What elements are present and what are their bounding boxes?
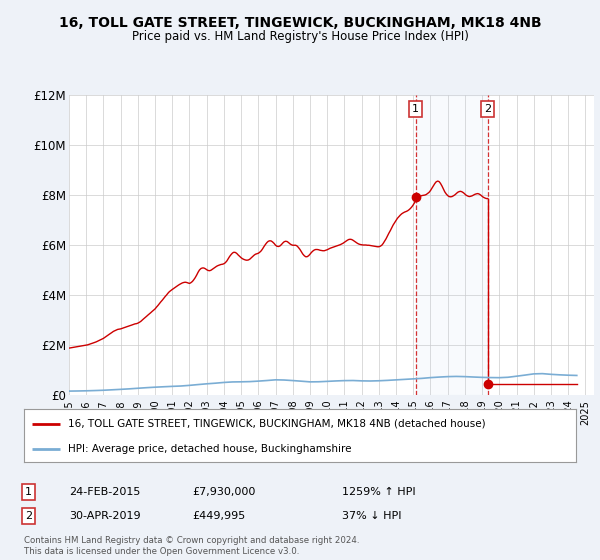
Text: £449,995: £449,995: [192, 511, 245, 521]
Text: 1259% ↑ HPI: 1259% ↑ HPI: [342, 487, 416, 497]
Text: 30-APR-2019: 30-APR-2019: [69, 511, 140, 521]
Text: 2: 2: [25, 511, 32, 521]
Bar: [415, 95, 488, 395]
Text: 1: 1: [25, 487, 32, 497]
Text: 16, TOLL GATE STREET, TINGEWICK, BUCKINGHAM, MK18 4NB (detached house): 16, TOLL GATE STREET, TINGEWICK, BUCKING…: [68, 419, 486, 429]
Text: 37% ↓ HPI: 37% ↓ HPI: [342, 511, 401, 521]
Text: Price paid vs. HM Land Registry's House Price Index (HPI): Price paid vs. HM Land Registry's House …: [131, 30, 469, 43]
Text: 16, TOLL GATE STREET, TINGEWICK, BUCKINGHAM, MK18 4NB: 16, TOLL GATE STREET, TINGEWICK, BUCKING…: [59, 16, 541, 30]
Text: 24-FEB-2015: 24-FEB-2015: [69, 487, 140, 497]
Text: Contains HM Land Registry data © Crown copyright and database right 2024.
This d: Contains HM Land Registry data © Crown c…: [24, 536, 359, 556]
Text: £7,930,000: £7,930,000: [192, 487, 256, 497]
Text: 1: 1: [412, 104, 419, 114]
Text: HPI: Average price, detached house, Buckinghamshire: HPI: Average price, detached house, Buck…: [68, 444, 352, 454]
Text: 2: 2: [484, 104, 491, 114]
